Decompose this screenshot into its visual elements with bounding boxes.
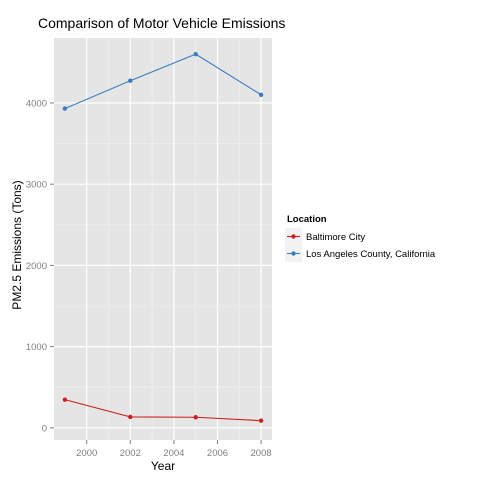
data-point xyxy=(258,92,264,97)
legend-key xyxy=(285,228,302,245)
y-tick-label: 1000 xyxy=(26,342,47,353)
data-point xyxy=(62,106,68,111)
legend: Location Baltimore City Los Angeles Count… xyxy=(285,214,436,262)
legend-label: Los Angeles County, California xyxy=(306,249,436,260)
y-axis-title: PM2.5 Emissions (Tons) xyxy=(10,180,24,309)
plot-panel xyxy=(54,38,272,440)
legend-label: Baltimore City xyxy=(306,232,365,243)
data-point xyxy=(128,414,133,420)
data-point xyxy=(62,397,68,402)
x-tick-label: 2008 xyxy=(251,448,272,459)
legend-key-point xyxy=(291,251,296,256)
y-tick-label: 2000 xyxy=(26,261,47,272)
y-tick-label: 3000 xyxy=(26,180,47,191)
x-axis-title: Year xyxy=(151,459,175,473)
axis-ticks: 2000 2002 2004 2006 2008 0 1000 2000 3000 4000 xyxy=(26,98,272,459)
series-line xyxy=(64,53,262,110)
data-point xyxy=(128,78,133,83)
series-line xyxy=(64,399,262,422)
legend-title: Location xyxy=(287,214,327,225)
x-tick-label: 2000 xyxy=(76,448,97,459)
x-tick-label: 2004 xyxy=(163,448,184,459)
grid-lines xyxy=(54,38,272,440)
chart-title: Comparison of Motor Vehicle Emissions xyxy=(38,15,285,31)
series-layer xyxy=(62,51,264,423)
x-tick-label: 2002 xyxy=(120,448,141,459)
y-tick-label: 4000 xyxy=(26,98,47,109)
x-tick-label: 2006 xyxy=(207,448,228,459)
data-point xyxy=(258,418,264,423)
legend-key xyxy=(285,245,302,262)
data-point xyxy=(193,51,198,57)
y-tick-label: 0 xyxy=(42,423,47,434)
data-point xyxy=(193,415,198,420)
legend-key-point xyxy=(291,234,296,239)
